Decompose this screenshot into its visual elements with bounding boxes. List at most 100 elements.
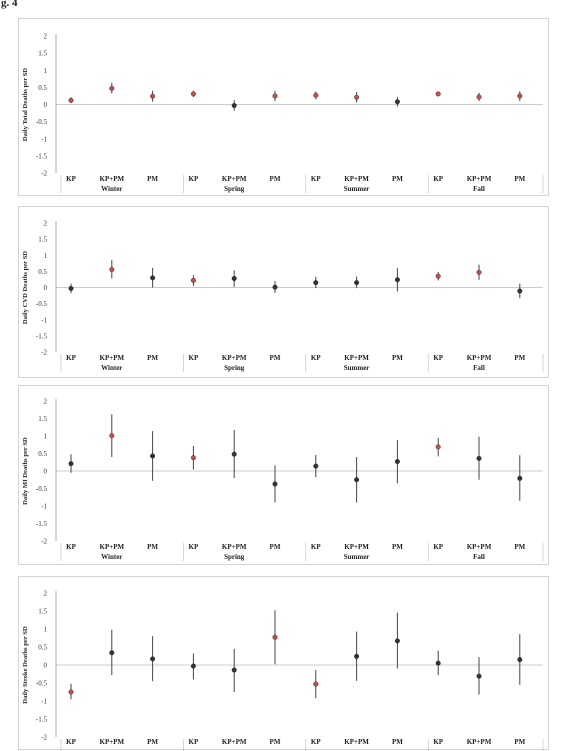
data-point xyxy=(68,689,74,695)
y-tick-label: 1.5 xyxy=(38,50,47,58)
chart-total-deaths: 2 1.5 1 0.5 0 -0.5 -1 -1.5 -2 Daily Total Deaths … xyxy=(22,33,544,193)
category-label: PM xyxy=(392,354,403,362)
y-tick-label: -1.5 xyxy=(36,520,48,528)
y-tick-label: 0.5 xyxy=(38,268,47,276)
y-tick-label: 1.5 xyxy=(38,608,47,616)
y-axis-label: Daily Stroke Deaths per SD xyxy=(22,626,29,704)
data-point xyxy=(354,477,360,483)
data-point xyxy=(231,275,237,281)
category-label: PM xyxy=(514,354,525,362)
y-tick-label: 2 xyxy=(44,220,48,228)
season-label: Winter xyxy=(101,553,122,561)
data-point xyxy=(435,91,441,97)
y-tick-label: -0.5 xyxy=(36,300,48,308)
data-point xyxy=(435,660,441,666)
y-tick-label: -2 xyxy=(41,170,47,178)
data-point xyxy=(476,673,482,679)
category-label: KP+PM xyxy=(100,543,125,551)
category-label: PM xyxy=(270,175,281,183)
category-label: KP+PM xyxy=(344,738,369,746)
category-label: KP xyxy=(433,175,443,183)
category-label: PM xyxy=(392,175,403,183)
category-label: KP+PM xyxy=(344,543,369,551)
y-tick-label: -1.5 xyxy=(36,332,48,340)
category-label: KP+PM xyxy=(222,543,247,551)
data-point xyxy=(150,656,156,662)
y-tick-label: 1 xyxy=(44,67,48,75)
data-point xyxy=(517,288,523,294)
data-point xyxy=(435,273,441,279)
chart-cvd-deaths: 2 1.5 1 0.5 0 -0.5 -1 -1.5 -2 Daily CVD Deaths pe… xyxy=(22,220,544,372)
data-point xyxy=(517,475,523,481)
category-label: KP xyxy=(311,543,321,551)
category-label: PM xyxy=(147,738,158,746)
data-point xyxy=(231,103,237,109)
category-label: KP xyxy=(311,175,321,183)
category-label: PM xyxy=(270,738,281,746)
category-label: KP xyxy=(189,175,199,183)
y-tick-label: -2 xyxy=(41,349,47,357)
category-label: KP xyxy=(433,543,443,551)
y-tick-label: -1 xyxy=(41,503,47,511)
data-point xyxy=(394,99,400,105)
data-point xyxy=(190,277,196,283)
data-point xyxy=(354,653,360,659)
category-label: KP+PM xyxy=(467,738,492,746)
category-label: KP xyxy=(433,354,443,362)
data-point xyxy=(313,463,319,469)
category-label: KP+PM xyxy=(100,354,125,362)
data-point xyxy=(354,280,360,286)
season-label: Spring xyxy=(224,185,245,193)
y-tick-label: 1 xyxy=(44,433,48,441)
y-tick-label: 2 xyxy=(44,590,48,598)
data-point xyxy=(272,634,278,640)
category-label: PM xyxy=(147,354,158,362)
y-tick-label: -1.5 xyxy=(36,152,48,160)
category-label: KP+PM xyxy=(222,175,247,183)
y-tick-label: -1 xyxy=(41,135,47,143)
category-label: KP xyxy=(311,354,321,362)
category-label: PM xyxy=(514,738,525,746)
season-label: Summer xyxy=(344,185,370,193)
season-label: Fall xyxy=(473,553,485,561)
data-point xyxy=(150,93,156,99)
data-point xyxy=(313,681,319,687)
data-point xyxy=(68,97,74,103)
data-point xyxy=(394,277,400,283)
data-point xyxy=(109,433,115,439)
category-label: KP xyxy=(66,543,76,551)
y-tick-label: 0.5 xyxy=(38,450,47,458)
y-tick-label: 1 xyxy=(44,252,48,260)
data-point xyxy=(190,663,196,669)
season-label: Spring xyxy=(224,364,245,372)
y-tick-label: -1 xyxy=(41,316,47,324)
chart-stroke-deaths: 2 1.5 1 0.5 0 -0.5 -1 -1.5 -2 Daily Stroke Deaths… xyxy=(22,590,544,751)
category-label: PM xyxy=(392,543,403,551)
category-label: PM xyxy=(147,175,158,183)
data-point xyxy=(109,85,115,91)
y-tick-label: 0 xyxy=(44,468,48,476)
panel-stroke-deaths: 2 1.5 1 0.5 0 -0.5 -1 -1.5 -2 Daily Stroke Deaths… xyxy=(18,576,549,751)
data-point xyxy=(272,93,278,99)
category-label: KP xyxy=(189,738,199,746)
data-point xyxy=(394,638,400,644)
category-label: KP+PM xyxy=(222,354,247,362)
y-tick-label: 0 xyxy=(44,101,48,109)
data-point xyxy=(476,94,482,100)
y-tick-label: 0.5 xyxy=(38,84,47,92)
figure-label: g. 4 xyxy=(1,0,18,9)
data-point xyxy=(109,650,115,656)
y-tick-label: 0 xyxy=(44,662,48,670)
y-tick-label: 1.5 xyxy=(38,415,47,423)
y-axis-label: Daily CVD Deaths per SD xyxy=(22,251,29,324)
data-point xyxy=(313,92,319,98)
category-label: KP+PM xyxy=(222,738,247,746)
data-point xyxy=(68,461,74,467)
y-tick-label: -0.5 xyxy=(36,680,48,688)
season-label: Spring xyxy=(224,553,245,561)
category-label: KP xyxy=(66,175,76,183)
y-tick-label: 2 xyxy=(44,33,48,41)
y-tick-label: 2 xyxy=(44,398,48,406)
category-label: PM xyxy=(270,543,281,551)
chart-mi-deaths: 2 1.5 1 0.5 0 -0.5 -1 -1.5 -2 Daily MI Deaths per… xyxy=(22,398,544,561)
